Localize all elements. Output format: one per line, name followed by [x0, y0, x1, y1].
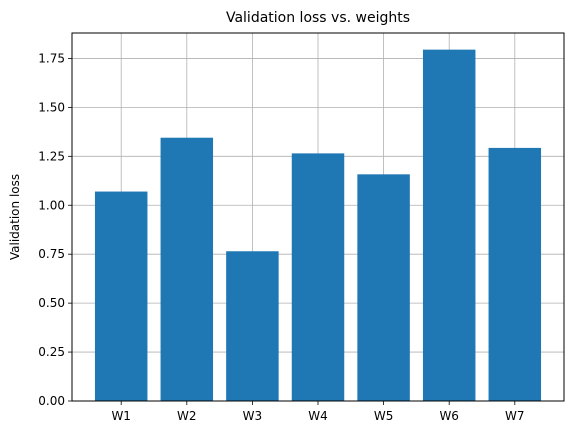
- y-tick-label: 1.75: [38, 51, 65, 65]
- bar-w1: [94, 191, 148, 401]
- y-tick-label: 0.50: [38, 296, 65, 310]
- y-tick-label: 0.75: [38, 247, 65, 261]
- bar-w2: [160, 137, 214, 402]
- bar-w7: [488, 147, 542, 401]
- plot-frame: [71, 32, 565, 402]
- bar-w5: [357, 174, 410, 401]
- ticks: 0.00 0.25 0.50 0.75 1.00 1.25 1.50 1.75 W1 W2 W3 W4…: [38, 51, 524, 423]
- x-tick-label: W7: [505, 409, 525, 423]
- x-tick-label: W4: [308, 409, 328, 423]
- chart-title: Validation loss vs. weights: [226, 10, 410, 26]
- bars: [94, 49, 542, 402]
- y-tick-label: 0.25: [38, 345, 65, 359]
- x-tick-label: W5: [374, 409, 394, 423]
- y-axis-label: Validation loss: [8, 174, 22, 260]
- bar-w6: [422, 49, 476, 401]
- x-tick-label: W6: [439, 409, 459, 423]
- x-tick-label: W2: [177, 409, 197, 423]
- bar-w3: [226, 251, 279, 401]
- x-tick-label: W1: [111, 409, 131, 423]
- y-tick-label: 1.50: [38, 100, 65, 114]
- bar-w4: [291, 153, 345, 401]
- x-tick-label: W3: [243, 409, 263, 423]
- y-tick-label: 1.25: [38, 149, 65, 163]
- y-tick-label: 0.00: [38, 394, 65, 408]
- y-tick-label: 1.00: [38, 198, 65, 212]
